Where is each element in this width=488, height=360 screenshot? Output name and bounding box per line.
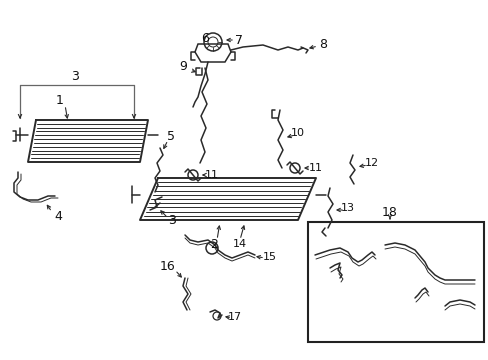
- Text: 9: 9: [179, 60, 186, 73]
- Text: 8: 8: [318, 39, 326, 51]
- Text: 5: 5: [167, 130, 175, 144]
- Text: 4: 4: [54, 210, 62, 222]
- Text: 15: 15: [263, 252, 276, 262]
- Text: 11: 11: [308, 163, 323, 173]
- Text: 16: 16: [160, 261, 176, 274]
- Text: 3: 3: [168, 213, 176, 226]
- Polygon shape: [195, 44, 230, 62]
- Text: 13: 13: [340, 203, 354, 213]
- Bar: [307, 222, 483, 342]
- Text: 18: 18: [381, 206, 397, 219]
- Text: 3: 3: [71, 69, 79, 82]
- Text: 1: 1: [56, 94, 64, 108]
- Text: 12: 12: [364, 158, 378, 168]
- Text: 7: 7: [235, 33, 243, 46]
- Text: 14: 14: [232, 239, 246, 249]
- Text: 2: 2: [210, 238, 218, 251]
- Text: 6: 6: [201, 32, 208, 45]
- Text: 11: 11: [204, 170, 219, 180]
- Text: 17: 17: [227, 312, 242, 322]
- Text: 10: 10: [290, 128, 305, 138]
